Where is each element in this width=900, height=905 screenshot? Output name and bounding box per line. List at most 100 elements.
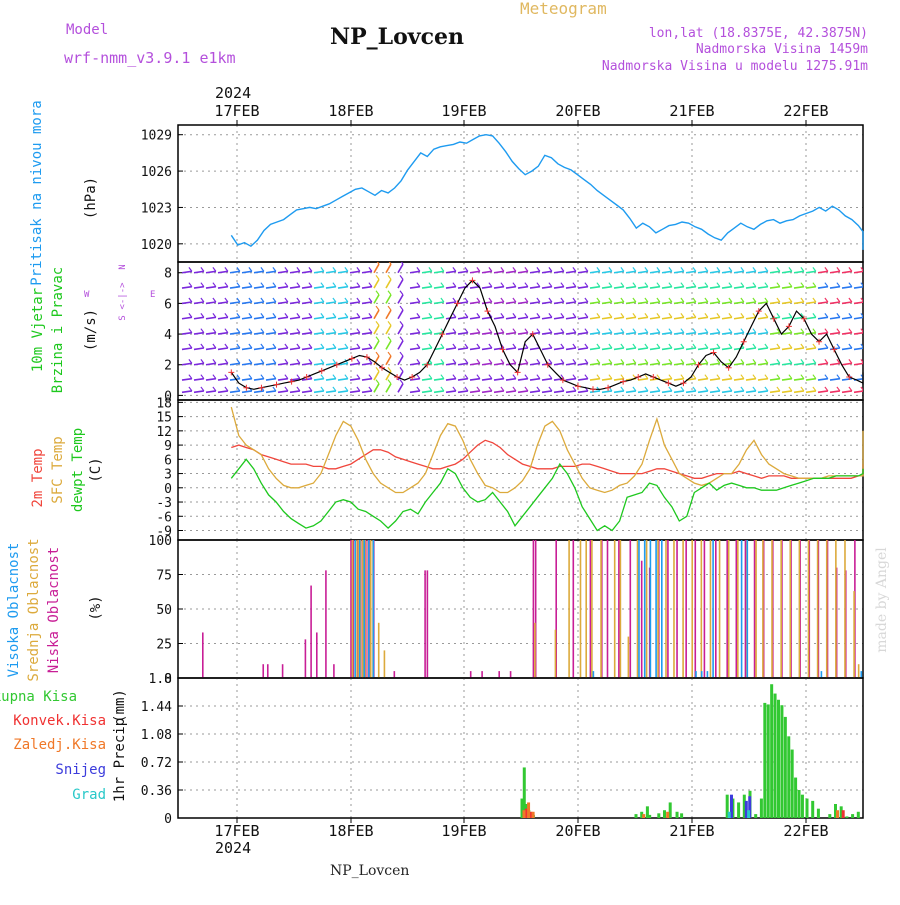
legend-ukupna: Ukupna Kisa xyxy=(0,689,77,705)
ytick-label-1: 2 xyxy=(164,359,172,374)
wind-arrow xyxy=(745,347,757,351)
wind-arrow xyxy=(553,285,565,289)
wind-arrow xyxy=(853,362,863,366)
wind-arrow xyxy=(565,347,577,351)
wind-arrow xyxy=(253,270,265,274)
wind-arrow xyxy=(193,301,205,305)
wind-arrow-head xyxy=(692,343,697,349)
wind-arrow xyxy=(505,316,517,320)
wind-arrow xyxy=(613,390,625,394)
wind-arrow xyxy=(325,362,337,366)
wind-arrow xyxy=(181,377,193,381)
wind-arrow-head xyxy=(236,297,241,303)
wind-arrow-head xyxy=(212,266,217,272)
wind-arrow xyxy=(385,355,392,366)
precip-legend: Ukupna Kisa Konvek.Kisa Zaledj.Kisa Snij… xyxy=(0,689,106,803)
precip-bar xyxy=(773,693,777,818)
precip-bar xyxy=(527,802,531,818)
wind-arrow xyxy=(445,316,457,320)
wind-arrow-head xyxy=(560,282,565,288)
wind-arrow xyxy=(661,331,673,335)
wind-arrow xyxy=(613,301,625,305)
wind-arrow-head xyxy=(212,297,217,303)
wind-arrow-head xyxy=(776,374,781,380)
wind-arrow-head xyxy=(400,262,404,265)
wind-arrow xyxy=(517,301,529,305)
wind-arrow xyxy=(361,301,373,305)
wind-arrow xyxy=(265,390,277,394)
wind-arrow xyxy=(613,331,625,335)
wind-arrow xyxy=(709,362,721,366)
ytick-label-3: 0 xyxy=(164,482,172,497)
wind-arrow xyxy=(445,390,457,394)
wind-arrow xyxy=(397,383,404,393)
wind-arrow xyxy=(697,285,709,289)
wind-arrow-head xyxy=(776,266,781,272)
wind-arrow-head xyxy=(296,297,301,303)
wind-arrow-head xyxy=(399,305,404,311)
wind-speed-marker xyxy=(650,374,657,380)
ytick-label-5: 1.8 xyxy=(149,672,172,687)
wind-arrow xyxy=(217,301,229,305)
wind-arrow-head xyxy=(284,343,289,349)
wind-arrow-head xyxy=(764,312,769,318)
wind-arrow xyxy=(757,390,769,394)
wind-arrow xyxy=(793,285,805,289)
wind-arrow xyxy=(505,390,517,394)
precip-bar xyxy=(851,814,855,818)
wind-arrow xyxy=(685,362,697,366)
wind-arrow xyxy=(529,362,541,366)
bottom-day-label: 18FEB xyxy=(328,822,373,840)
wind-arrow xyxy=(613,347,625,351)
wind-speed-marker xyxy=(303,374,310,380)
wind-arrow xyxy=(301,301,313,305)
wind-speed-line xyxy=(230,279,864,390)
wind-arrow-head xyxy=(560,374,565,380)
wind-arrow-head xyxy=(692,358,697,364)
wind-arrow-head xyxy=(560,386,565,392)
wind-arrow xyxy=(781,347,793,351)
wind-arrow xyxy=(625,390,637,394)
wind-arrow-head xyxy=(452,282,457,288)
wind-arrow xyxy=(397,355,404,366)
wind-arrow-head xyxy=(388,262,392,265)
wind-arrow-head xyxy=(728,343,733,349)
wind-arrow xyxy=(253,377,265,381)
lonlat-text: lon,lat (18.8375E, 42.3875N) xyxy=(649,26,868,41)
wind-arrow xyxy=(481,331,493,335)
wind-arrow xyxy=(817,347,829,351)
wind-arrow-head xyxy=(224,297,229,303)
wind-arrow-head xyxy=(368,343,373,349)
wind-arrow xyxy=(361,347,373,351)
wind-arrow-head xyxy=(644,374,649,380)
precip-bar xyxy=(839,806,843,818)
wind-arrow-head xyxy=(656,297,661,303)
wind-arrow xyxy=(757,301,769,305)
wind-arrow xyxy=(661,316,673,320)
wind-arrow-head xyxy=(812,282,817,288)
wind-arrow xyxy=(457,347,469,351)
wind-arrow-head xyxy=(788,358,793,364)
wind-arrow-head xyxy=(560,358,565,364)
wind-arrow-head xyxy=(656,266,661,272)
wind-arrow xyxy=(805,270,817,274)
wind-arrow xyxy=(625,347,637,351)
wind-arrow-head xyxy=(375,275,380,280)
wind-arrow xyxy=(721,270,733,274)
wind-arrow-head xyxy=(440,386,445,392)
wind-arrow-head xyxy=(488,358,493,364)
wind-arrow-head xyxy=(452,297,457,303)
wind-arrow-head xyxy=(704,374,709,380)
wind-arrow xyxy=(385,309,392,320)
wind-arrow-head xyxy=(524,343,529,349)
wind-arrow-head xyxy=(764,328,769,334)
wind-arrow xyxy=(313,270,325,274)
precip-bar xyxy=(522,767,526,818)
ytick-label-2: 50 xyxy=(156,603,172,618)
wind-arrow xyxy=(277,270,289,274)
wind-arrow xyxy=(721,301,733,305)
wind-arrow-head xyxy=(524,312,529,318)
wind-arrow-head xyxy=(608,266,613,272)
wind-arrow-head xyxy=(452,358,457,364)
precip-bar xyxy=(811,800,815,818)
